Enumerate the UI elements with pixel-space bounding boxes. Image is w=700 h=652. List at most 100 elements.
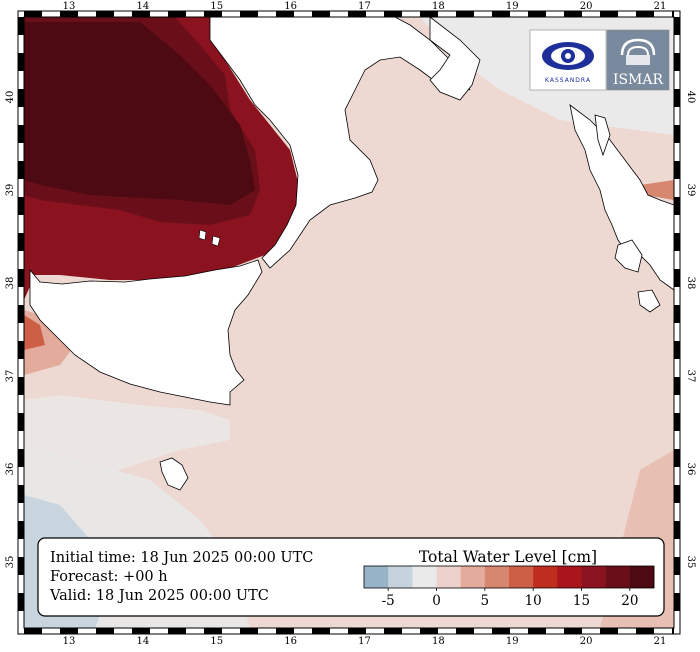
frame-dash: [60, 628, 78, 634]
frame-dash: [240, 628, 258, 634]
colorbar-swatch: [436, 566, 461, 588]
longitude-label-bottom: 18: [432, 636, 445, 647]
latitude-label-left: 38: [5, 277, 16, 290]
frame-dash: [18, 125, 24, 143]
longitude-label-top: 16: [284, 1, 297, 12]
colorbar-title: Total Water Level [cm]: [419, 548, 597, 566]
frame-dash: [132, 628, 150, 634]
latitude-label-left: 36: [5, 463, 16, 476]
sicily-land: [29, 259, 263, 406]
longitude-label-top: 18: [432, 1, 445, 12]
frame-dash: [674, 593, 680, 611]
frame-dash: [96, 11, 114, 17]
frame-dash: [674, 449, 680, 467]
colorbar-swatch: [533, 566, 558, 588]
frame-dash: [456, 11, 474, 17]
malta-island: [159, 457, 189, 491]
shell-icon: [620, 38, 656, 65]
frame-dash: [18, 53, 24, 71]
longitude-label-bottom: 13: [63, 636, 76, 647]
frame-dash: [420, 628, 438, 634]
latitude-label-right: 40: [685, 91, 696, 104]
frame-dash: [674, 161, 680, 179]
colorbar-swatch: [509, 566, 534, 588]
frame-dash: [348, 11, 366, 17]
frame-dash: [674, 485, 680, 503]
longitude-label-top: 19: [506, 1, 519, 12]
frame-dash: [168, 11, 186, 17]
longitude-label-bottom: 20: [580, 636, 593, 647]
frame-dash: [564, 11, 582, 17]
colorbar-swatch: [484, 566, 510, 588]
frame-dash: [18, 269, 24, 287]
frame-dash: [18, 161, 24, 179]
frame-dash: [674, 557, 680, 575]
frame-dash: [600, 628, 618, 634]
ismar-logo-text: ISMAR: [613, 72, 664, 88]
frame-dash: [18, 305, 24, 323]
frame-dash: [18, 17, 24, 35]
colorbar-swatch: [557, 566, 582, 588]
frame-dash: [674, 305, 680, 323]
longitude-ticks-top: 13 14 15 16 17 18 19 20 21: [63, 1, 667, 12]
frame-dash: [204, 628, 222, 634]
colorbar-swatch: [364, 566, 389, 588]
frame-dash: [384, 628, 402, 634]
latitude-ticks-left: 35 36 37 38 39 40: [5, 91, 16, 569]
frame-dash: [18, 89, 24, 107]
frame-dash: [674, 233, 680, 251]
frame-dash: [672, 628, 674, 634]
longitude-label-top: 17: [358, 1, 371, 12]
frame-dash: [312, 628, 330, 634]
valid-time-text: Valid: 18 Jun 2025 00:00 UTC: [49, 588, 269, 604]
frame-dash: [636, 628, 654, 634]
latitude-label-right: 39: [685, 184, 696, 197]
latitude-label-left: 40: [5, 91, 16, 104]
frame-dash: [674, 377, 680, 395]
frame-dash: [674, 125, 680, 143]
frame-dash: [276, 11, 294, 17]
colorbar-tick-label: 20: [621, 593, 638, 609]
latitude-label-left: 35: [5, 556, 16, 569]
initial-time-text: Initial time: 18 Jun 2025 00:00 UTC: [50, 550, 313, 566]
longitude-label-top: 21: [654, 1, 667, 12]
frame-dash: [18, 377, 24, 395]
frame-dash: [528, 11, 546, 17]
corfu-island: [594, 114, 611, 157]
frame-dash: [204, 11, 222, 17]
latitude-ticks-right: 35 36 37 38 39 40: [685, 91, 696, 569]
longitude-label-top: 20: [580, 1, 593, 12]
frame-dash: [674, 53, 680, 71]
frame-dash: [168, 628, 186, 634]
apulia-land: [429, 16, 481, 101]
longitude-label-bottom: 15: [210, 636, 223, 647]
colorbar-swatch: [629, 566, 655, 588]
kefalonia-island: [614, 239, 643, 273]
latitude-label-left: 37: [5, 370, 16, 383]
water-level-zone-22cm: [24, 22, 255, 205]
kassandra-logo-text: KASSANDRA: [545, 77, 591, 84]
frame-dash: [492, 628, 510, 634]
frame-dash: [636, 11, 654, 17]
frame-dash: [18, 341, 24, 359]
latitude-label-right: 38: [685, 277, 696, 290]
frame-dash: [18, 197, 24, 215]
frame-dash: [18, 485, 24, 503]
frame-dash: [18, 233, 24, 251]
frame-dash: [18, 593, 24, 611]
frame-dash: [132, 11, 150, 17]
longitude-label-top: 14: [137, 1, 150, 12]
colorbar-tick-label: -5: [382, 593, 395, 609]
longitude-label-bottom: 16: [284, 636, 297, 647]
frame-dash: [456, 628, 474, 634]
colorbar-swatch: [460, 566, 486, 588]
frame-dash: [312, 11, 330, 17]
colorbar-swatch: [581, 566, 606, 588]
info-panel: Initial time: 18 Jun 2025 00:00 UTC Fore…: [37, 537, 665, 617]
colorbar-outline: [363, 565, 655, 589]
frame-dash: [384, 11, 402, 17]
colorbar: -5 0 5 10 15 20: [363, 565, 655, 609]
frame-dash: [18, 449, 24, 467]
frame-dash: [18, 557, 24, 575]
frame-dash: [674, 89, 680, 107]
